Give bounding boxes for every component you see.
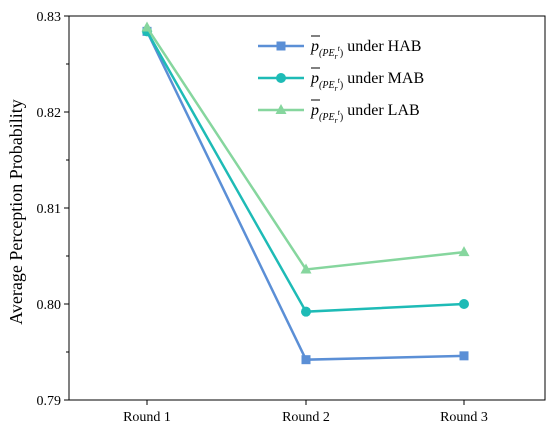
data-point bbox=[459, 351, 469, 361]
legend-swatch-marker bbox=[275, 104, 287, 114]
legend-item: p(PErt) under MAB bbox=[258, 67, 424, 93]
data-point bbox=[458, 246, 470, 257]
legend-label-close: ) bbox=[340, 112, 343, 123]
y-axis-label: Average Perception Probability bbox=[6, 99, 26, 325]
legend-label-suffix: under MAB bbox=[343, 70, 424, 87]
data-point bbox=[301, 355, 311, 365]
legend-label-subscript: (PE bbox=[319, 48, 335, 59]
legend-label-subscript: (PE bbox=[319, 112, 335, 123]
x-tick-label: Round 2 bbox=[282, 410, 330, 425]
legend-label-p: p bbox=[310, 102, 319, 119]
data-point bbox=[300, 263, 312, 274]
legend-label-close: ) bbox=[340, 80, 343, 91]
y-axis: 0.79 0.80 0.81 0.82 0.83 bbox=[37, 10, 69, 409]
series-line bbox=[145, 26, 465, 271]
data-point bbox=[301, 306, 311, 317]
data-point bbox=[141, 21, 153, 32]
legend-item: p(PErt) under LAB bbox=[258, 99, 420, 125]
legend-label: p(PErt) under HAB bbox=[310, 38, 421, 61]
y-tick-label: 0.81 bbox=[37, 202, 62, 217]
legend-label-suffix: under LAB bbox=[343, 102, 419, 119]
y-tick-label: 0.82 bbox=[37, 106, 62, 121]
series-2 bbox=[141, 21, 470, 274]
legend-label-close: ) bbox=[340, 48, 343, 59]
legend-label-subsub: r bbox=[335, 84, 339, 93]
legend-label-sup: t bbox=[338, 76, 341, 85]
plot-border bbox=[68, 15, 546, 401]
x-tick-label: Round 3 bbox=[440, 410, 488, 425]
y-tick-label: 0.83 bbox=[37, 10, 62, 25]
x-axis: Round 1 Round 2 Round 3 bbox=[123, 400, 488, 425]
legend-label-subsub: r bbox=[335, 116, 339, 125]
legend-swatch-marker bbox=[276, 73, 286, 83]
data-point bbox=[459, 299, 469, 309]
legend-swatch-marker bbox=[276, 41, 286, 51]
y-tick-label: 0.79 bbox=[37, 394, 62, 409]
legend-label: p(PErt) under LAB bbox=[310, 102, 420, 125]
legend-label-sup: t bbox=[338, 108, 341, 117]
legend-label-suffix: under HAB bbox=[343, 38, 421, 55]
legend-item: p(PErt) under HAB bbox=[258, 35, 421, 61]
legend-label-subsub: r bbox=[335, 52, 339, 61]
legend-label-p: p bbox=[310, 38, 319, 55]
plot-frame bbox=[68, 15, 546, 401]
legend-label: p(PErt) under MAB bbox=[310, 70, 424, 93]
y-tick-label: 0.80 bbox=[37, 298, 62, 313]
x-tick-label: Round 1 bbox=[123, 410, 171, 425]
legend-label-subscript: (PE bbox=[319, 80, 335, 91]
series-layer bbox=[141, 21, 470, 365]
legend-label-p: p bbox=[310, 70, 319, 87]
legend-label-sup: t bbox=[338, 44, 341, 53]
